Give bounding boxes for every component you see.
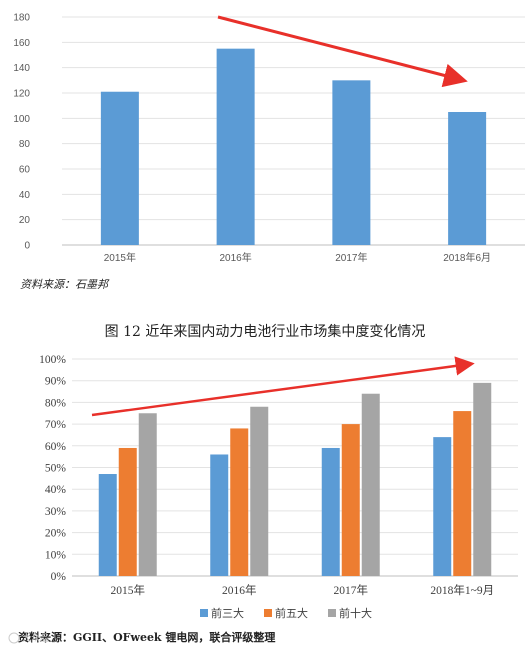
chart-2-bar-2 [341,424,360,576]
chart-1-y-tick-label: 0 [24,241,30,252]
chart-2-y-tick-label: 90% [45,376,67,388]
chart-1-y-tick-label: 80 [19,139,31,150]
chart-1-y-tick-label: 180 [13,13,30,24]
chart-1-gridlines [62,16,525,246]
chart-2-x-tick-label: 2016年 [222,583,257,597]
chart-1-x-tick-label: 2017年 [335,251,367,264]
chart-1-x-tick-label: 2018年6月 [443,251,491,264]
chart-1-bar [100,91,139,245]
chart-2-x-tick-label: 2015年 [111,583,146,597]
chart-2-bar-3 [473,382,492,576]
chart-1-trend-arrow [217,15,468,88]
chart-2-y-tick-label: 80% [45,397,67,409]
chart-2-legend-swatch [328,609,336,617]
chart-2-title: 图 12 近年来国内动力电池行业市场集中度变化情况 [105,323,426,340]
chart-2-legend-swatch [264,609,272,617]
chart-1-y-tick-label: 20 [19,215,31,226]
chart-2-trend-arrow [91,356,475,417]
chart-1: 0 20 40 60 80 100 120 140 160 180 2015年 2016年 2017年… [13,13,525,264]
chart-2-bar-2 [230,428,249,576]
chart-2: 0%10%20%30%40%50%60%70%80%90%100% 2015年 2… [39,354,518,620]
chart-2-legend-label: 前五大 [275,606,308,620]
chart-2-x-tick-label: 2018年1~9月 [430,583,494,597]
chart-1-bar [448,112,487,245]
chart-1-y-tick-label: 40 [19,190,31,201]
chart-1-x-ticks: 2015年 2016年 2017年 2018年6月 [104,251,491,264]
chart-2-legend-label: 前三大 [211,606,244,620]
chart-1-source: 资料来源：石墨邦 [20,278,110,291]
chart-2-bar-3 [138,413,157,576]
chart-2-bar-1 [210,454,229,576]
chart-2-x-tick-label: 2017年 [334,583,369,597]
chart-2-y-tick-label: 100% [39,354,66,366]
chart-1-bar [332,80,371,245]
chart-2-y-ticks: 0% 10% 20% 30% 40% 50% 60% 70% 80% 90% 100% [39,354,66,583]
chart-2-bar-2 [118,447,137,576]
chart-2-y-tick-label: 50% [45,463,67,475]
watermark-text: 大众品 [22,632,49,644]
chart-2-bars [98,382,492,576]
chart-2-y-tick-label: 60% [45,441,67,453]
chart-2-source: 资料来源：GGII、OFweek 锂电网，联合评级整理 [18,630,275,644]
watermark-icon [8,632,20,644]
chart-2-bar-1 [98,474,117,576]
chart-2-y-tick-label: 10% [45,549,67,561]
chart-2-legend-swatch [200,609,208,617]
chart-2-y-tick-label: 70% [45,419,67,431]
chart-1-y-tick-label: 120 [13,89,30,100]
chart-1-y-tick-label: 60 [19,165,31,176]
chart-2-legend-label: 前十大 [339,606,372,620]
chart-1-y-ticks: 0 20 40 60 80 100 120 140 160 180 [13,13,30,252]
chart-2-bar-3 [361,393,380,576]
chart-2-y-tick-label: 0% [51,571,67,583]
chart-1-y-tick-label: 140 [13,63,30,74]
chart-1-bar [216,48,255,245]
chart-2-bar-2 [453,411,472,576]
chart-2-legend: 前三大 前五大 前十大 [200,606,372,620]
chart-2-y-tick-label: 30% [45,506,67,518]
chart-2-y-tick-label: 40% [45,484,67,496]
chart-2-bar-1 [433,437,452,576]
chart-2-bar-1 [321,447,340,576]
chart-1-x-tick-label: 2016年 [220,251,252,264]
chart-2-y-tick-label: 20% [45,528,67,540]
chart-1-x-tick-label: 2015年 [104,251,136,264]
chart-2-bar-3 [250,406,269,576]
chart-1-bars [100,48,487,245]
chart-2-x-ticks: 2015年 2016年 2017年 2018年1~9月 [111,583,495,597]
chart-1-y-tick-label: 100 [13,114,30,125]
watermark: 大众品 [8,632,49,644]
chart-1-y-tick-label: 160 [13,38,30,49]
